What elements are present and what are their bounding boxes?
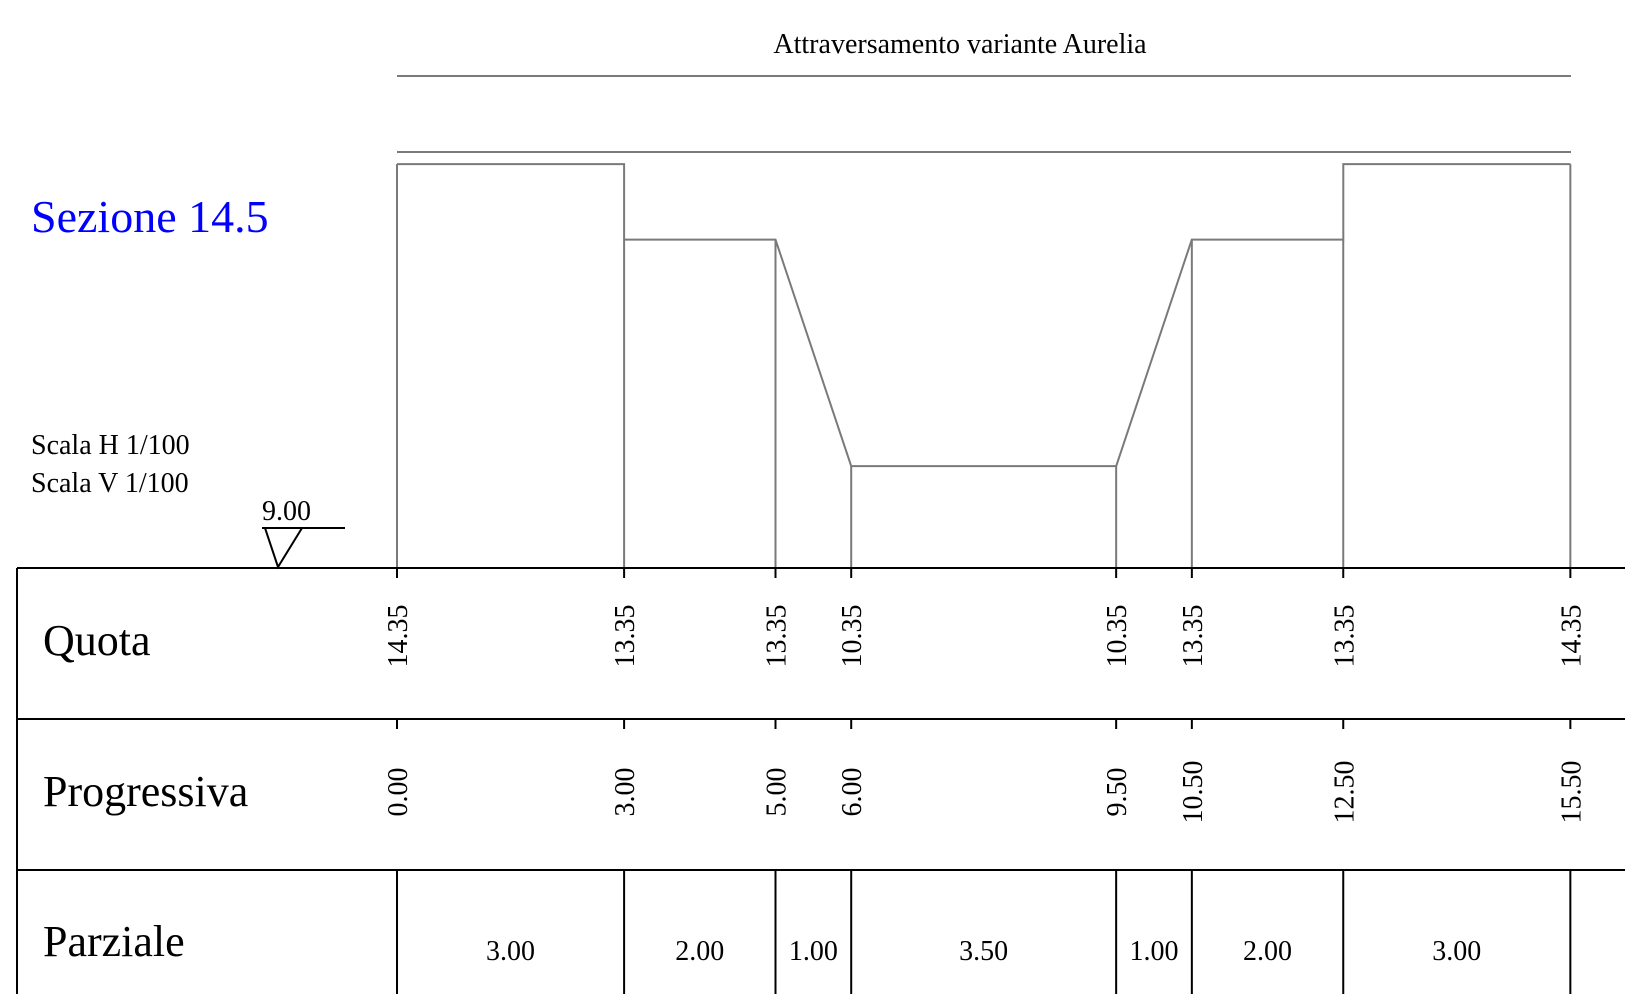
quota-value: 13.35 [1178, 605, 1209, 668]
row-label-quota: Quota [43, 616, 151, 665]
quota-value: 14.35 [1556, 605, 1587, 668]
parziale-value: 3.00 [486, 936, 535, 967]
row-label-progressiva: Progressiva [43, 767, 248, 816]
datum-triangle-icon [263, 527, 304, 570]
section-title: Sezione 14.5 [31, 191, 269, 242]
data-table: Quota Progressiva Parziale [16, 567, 1625, 994]
parziale-value: 2.00 [675, 936, 724, 967]
quota-value: 13.35 [762, 605, 793, 668]
quota-value: 13.35 [610, 605, 641, 668]
progressiva-value: 10.50 [1178, 761, 1209, 824]
progressiva-value: 0.00 [383, 768, 414, 817]
datum-label: 9.00 [262, 496, 311, 527]
terrain-profile [396, 163, 1572, 568]
parziale-value: 3.50 [959, 936, 1008, 967]
progressiva-value: 12.50 [1329, 761, 1360, 824]
parziale-value: 2.00 [1243, 936, 1292, 967]
progressiva-value: 9.50 [1102, 768, 1133, 817]
drawing-title: Attraversamento variante Aurelia [773, 29, 1147, 60]
progressiva-value: 15.50 [1556, 761, 1587, 824]
scale-vertical: Scala V 1/100 [31, 468, 189, 499]
quota-value: 10.35 [1102, 605, 1133, 668]
quota-value: 13.35 [1329, 605, 1360, 668]
parziale-value: 1.00 [789, 936, 838, 967]
table-values: 14.35 0.00 13.35 3.00 13.35 5.00 10.35 6.00 10.3… [383, 568, 1587, 994]
parziale-value: 3.00 [1432, 936, 1481, 967]
row-label-parziale: Parziale [43, 917, 185, 966]
progressiva-value: 6.00 [837, 768, 868, 817]
progressiva-value: 5.00 [762, 768, 793, 817]
scale-horizontal: Scala H 1/100 [31, 430, 190, 461]
parziale-value: 1.00 [1130, 936, 1179, 967]
quota-value: 14.35 [383, 605, 414, 668]
progressiva-value: 3.00 [610, 768, 641, 817]
profile-line [397, 163, 1571, 468]
quota-value: 10.35 [837, 605, 868, 668]
